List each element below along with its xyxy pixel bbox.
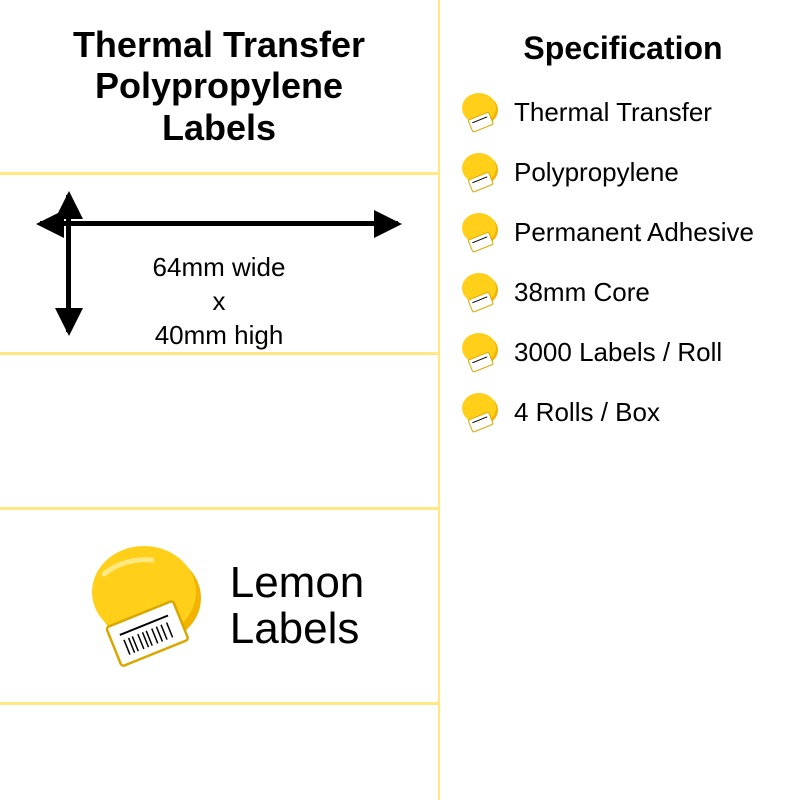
blank-row: [0, 355, 438, 510]
title-line-3: Labels: [162, 107, 276, 148]
spec-text: Thermal Transfer: [514, 98, 712, 128]
brand-line-2: Labels: [230, 604, 360, 653]
dimensions-diagram: 64mm wide x 40mm high: [10, 185, 428, 342]
lemon-labels-logo-icon: [74, 536, 214, 676]
title-line-1: Thermal Transfer: [73, 24, 365, 65]
bottom-row: [0, 705, 438, 800]
brand-line-1: Lemon: [230, 558, 365, 607]
title-row: Thermal Transfer Polypropylene Labels: [0, 0, 438, 175]
dim-line-1: 64mm wide: [153, 252, 286, 282]
lemon-bullet-icon: [458, 91, 502, 135]
dimensions-text: 64mm wide x 40mm high: [10, 251, 428, 352]
lemon-bullet-icon: [458, 151, 502, 195]
lemon-bullet-icon: [458, 331, 502, 375]
spec-text: 4 Rolls / Box: [514, 398, 660, 428]
product-title: Thermal Transfer Polypropylene Labels: [73, 24, 365, 148]
left-panel: Thermal Transfer Polypropylene Labels 64…: [0, 0, 440, 800]
lemon-bullet-icon: [458, 391, 502, 435]
spec-item: Polypropylene: [458, 151, 788, 195]
brand-logo: Lemon Labels: [74, 536, 365, 676]
spec-text: 3000 Labels / Roll: [514, 338, 722, 368]
spec-item: Thermal Transfer: [458, 91, 788, 135]
brand-name: Lemon Labels: [230, 560, 365, 652]
spec-item: 3000 Labels / Roll: [458, 331, 788, 375]
spec-text: 38mm Core: [514, 278, 650, 308]
horizontal-arrow-icon: [40, 221, 398, 226]
specification-panel: Specification Thermal Transfer Polypropy…: [440, 0, 800, 800]
specification-list: Thermal Transfer Polypropylene Permanent…: [458, 91, 788, 435]
spec-item: 38mm Core: [458, 271, 788, 315]
lemon-bullet-icon: [458, 271, 502, 315]
spec-text: Permanent Adhesive: [514, 218, 754, 248]
specification-heading: Specification: [458, 30, 788, 67]
spec-item: Permanent Adhesive: [458, 211, 788, 255]
lemon-bullet-icon: [458, 211, 502, 255]
spec-text: Polypropylene: [514, 158, 679, 188]
dimensions-row: 64mm wide x 40mm high: [0, 175, 438, 355]
dim-line-3: 40mm high: [155, 320, 284, 350]
brand-row: Lemon Labels: [0, 510, 438, 705]
dim-line-2: x: [213, 286, 226, 316]
spec-item: 4 Rolls / Box: [458, 391, 788, 435]
title-line-2: Polypropylene: [95, 65, 343, 106]
